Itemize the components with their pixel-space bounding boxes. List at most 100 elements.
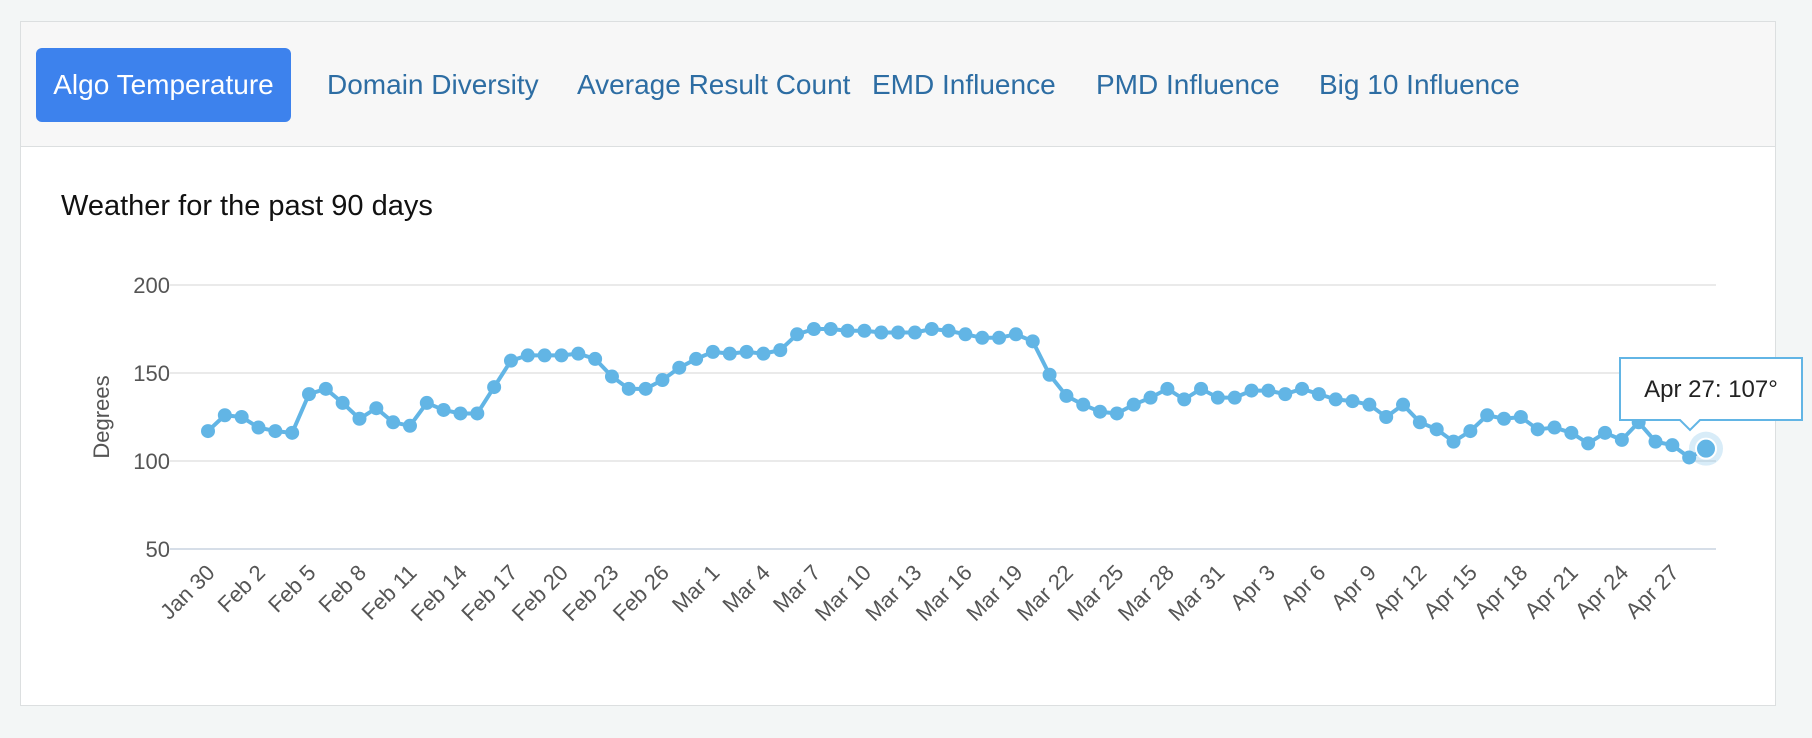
data-point[interactable] bbox=[1396, 397, 1411, 412]
data-point[interactable] bbox=[874, 325, 889, 340]
data-point[interactable] bbox=[672, 360, 687, 375]
data-point[interactable] bbox=[1480, 408, 1495, 423]
data-point[interactable] bbox=[1227, 390, 1242, 405]
data-point[interactable] bbox=[301, 387, 316, 402]
data-point[interactable] bbox=[369, 401, 384, 416]
data-point[interactable] bbox=[571, 346, 586, 361]
data-point[interactable] bbox=[655, 373, 670, 388]
data-point[interactable] bbox=[1614, 432, 1629, 447]
data-point[interactable] bbox=[1564, 425, 1579, 440]
data-point[interactable] bbox=[689, 351, 704, 366]
x-tick-label: Mar 10 bbox=[810, 560, 876, 626]
data-point[interactable] bbox=[419, 395, 434, 410]
data-point[interactable] bbox=[318, 381, 333, 396]
data-point[interactable] bbox=[201, 424, 215, 439]
data-point[interactable] bbox=[1513, 410, 1528, 424]
data-point[interactable] bbox=[503, 353, 518, 368]
data-point[interactable] bbox=[1682, 450, 1697, 465]
data-point[interactable] bbox=[386, 415, 401, 430]
data-point[interactable] bbox=[1008, 327, 1023, 342]
data-point[interactable] bbox=[1210, 390, 1225, 405]
data-point[interactable] bbox=[857, 323, 872, 338]
data-point[interactable] bbox=[1244, 383, 1259, 398]
data-point[interactable] bbox=[520, 348, 535, 363]
data-point[interactable] bbox=[352, 411, 367, 426]
data-point[interactable] bbox=[1177, 392, 1192, 407]
x-tick-label: Mar 22 bbox=[1012, 560, 1078, 626]
data-point[interactable] bbox=[1598, 425, 1613, 440]
data-point[interactable] bbox=[1530, 422, 1545, 437]
data-point[interactable] bbox=[453, 406, 468, 421]
data-point[interactable] bbox=[823, 322, 838, 336]
data-point[interactable] bbox=[285, 425, 300, 440]
data-point[interactable] bbox=[739, 344, 754, 359]
data-point[interactable] bbox=[1093, 404, 1108, 419]
data-point[interactable] bbox=[1429, 422, 1444, 437]
tab-big-10-influence[interactable]: Big 10 Influence bbox=[1319, 69, 1520, 100]
data-point[interactable] bbox=[1311, 387, 1326, 402]
data-point[interactable] bbox=[621, 381, 636, 396]
tab-domain-diversity[interactable]: Domain Diversity bbox=[327, 69, 539, 100]
data-point[interactable] bbox=[992, 330, 1007, 345]
data-point[interactable] bbox=[1076, 397, 1091, 412]
x-tick-label: Mar 13 bbox=[860, 560, 926, 626]
data-point[interactable] bbox=[487, 380, 502, 395]
data-point[interactable] bbox=[1379, 410, 1394, 424]
tab-algo-temperature[interactable]: Algo Temperature bbox=[36, 48, 291, 122]
data-point[interactable] bbox=[1126, 397, 1141, 412]
data-point[interactable] bbox=[604, 369, 619, 384]
data-point[interactable] bbox=[1547, 420, 1562, 435]
x-tick-label: Apr 3 bbox=[1225, 560, 1280, 615]
data-point[interactable] bbox=[1412, 415, 1427, 430]
data-point[interactable] bbox=[1278, 387, 1293, 402]
data-point[interactable] bbox=[1362, 397, 1377, 412]
data-point[interactable] bbox=[436, 402, 451, 417]
tab-average-result-count[interactable]: Average Result Count bbox=[577, 69, 851, 100]
data-point[interactable] bbox=[554, 348, 569, 363]
data-point[interactable] bbox=[1648, 434, 1663, 449]
data-point[interactable] bbox=[1025, 334, 1040, 349]
data-point[interactable] bbox=[588, 351, 603, 366]
data-point[interactable] bbox=[1261, 383, 1276, 398]
data-point[interactable] bbox=[790, 327, 805, 342]
data-point[interactable] bbox=[1328, 392, 1343, 407]
data-point[interactable] bbox=[638, 381, 653, 396]
data-point[interactable] bbox=[756, 346, 771, 361]
data-point[interactable] bbox=[537, 348, 552, 363]
data-point[interactable] bbox=[773, 343, 788, 358]
data-point[interactable] bbox=[705, 344, 720, 359]
data-point[interactable] bbox=[722, 346, 737, 361]
tab-pmd-influence[interactable]: PMD Influence bbox=[1096, 69, 1280, 100]
data-point[interactable] bbox=[1345, 394, 1360, 409]
data-point[interactable] bbox=[1160, 381, 1175, 396]
data-point[interactable] bbox=[1581, 436, 1596, 451]
data-point[interactable] bbox=[1194, 381, 1209, 396]
data-point[interactable] bbox=[1463, 424, 1478, 439]
data-point[interactable] bbox=[924, 322, 939, 336]
data-point[interactable] bbox=[268, 424, 283, 439]
data-point[interactable] bbox=[1143, 390, 1158, 405]
x-tick-label: Apr 18 bbox=[1469, 560, 1533, 624]
data-point[interactable] bbox=[470, 406, 485, 421]
data-point[interactable] bbox=[1497, 411, 1512, 426]
data-point[interactable] bbox=[402, 418, 417, 433]
data-point[interactable] bbox=[1042, 367, 1057, 382]
data-point[interactable] bbox=[1446, 434, 1461, 449]
data-point[interactable] bbox=[941, 323, 956, 338]
data-point[interactable] bbox=[1059, 388, 1074, 403]
data-point[interactable] bbox=[958, 327, 973, 342]
data-point[interactable] bbox=[1109, 406, 1124, 421]
data-point[interactable] bbox=[234, 410, 249, 424]
data-point[interactable] bbox=[975, 330, 990, 345]
data-point[interactable] bbox=[1695, 437, 1717, 460]
data-point[interactable] bbox=[891, 325, 906, 340]
data-point[interactable] bbox=[806, 322, 821, 336]
data-point[interactable] bbox=[840, 323, 855, 338]
data-point[interactable] bbox=[335, 395, 350, 410]
data-point[interactable] bbox=[1295, 381, 1310, 396]
data-point[interactable] bbox=[1665, 438, 1680, 453]
tab-emd-influence[interactable]: EMD Influence bbox=[872, 69, 1056, 100]
data-point[interactable] bbox=[251, 420, 266, 435]
data-point[interactable] bbox=[907, 325, 922, 340]
data-point[interactable] bbox=[217, 408, 232, 423]
